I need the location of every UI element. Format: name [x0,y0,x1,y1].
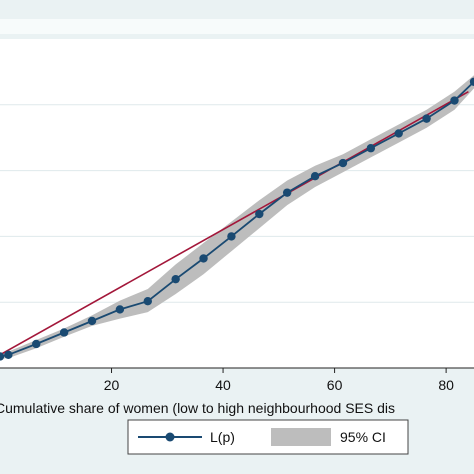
data-point-17 [450,96,459,105]
legend: L(p) 95% CI [127,419,409,455]
data-point-8 [199,254,208,263]
data-point-11 [282,188,292,197]
series-layer [0,77,474,361]
x-tick-label-3: 80 [438,377,454,393]
legend-label-ci: 95% CI [340,429,386,445]
data-point-1 [4,350,13,360]
data-point-5 [115,305,125,314]
data-point-0 [0,352,5,361]
data-point-15 [394,129,403,138]
data-point-7 [171,274,180,284]
top-strip [0,19,474,34]
x-tick-label-1: 40 [215,377,231,393]
legend-band-swatch [271,428,331,446]
data-point-16 [422,114,431,123]
equality-line-layer [0,90,469,356]
data-point-14 [366,144,376,153]
data-point-10 [255,209,264,219]
x-tick-label-0: 20 [104,377,120,393]
legend-item-ci: 95% CI [271,428,386,446]
data-point-9 [227,232,236,241]
legend-marker-swatch [165,432,175,442]
plot-area [0,39,474,368]
x-axis-title: Cumulative share of women (low to high n… [0,400,395,416]
x-ticks: 20 40 60 80 [104,368,454,393]
data-point-13 [338,158,348,168]
legend-item-lp: L(p) [138,429,235,445]
data-point-4 [87,316,97,326]
data-point-12 [310,171,320,181]
data-point-3 [59,328,69,337]
data-point-6 [143,297,152,306]
equality-line [0,90,469,356]
data-point-2 [32,339,41,349]
data-point-18 [469,77,474,86]
x-tick-label-2: 60 [327,377,343,393]
legend-label-lp: L(p) [210,429,235,445]
